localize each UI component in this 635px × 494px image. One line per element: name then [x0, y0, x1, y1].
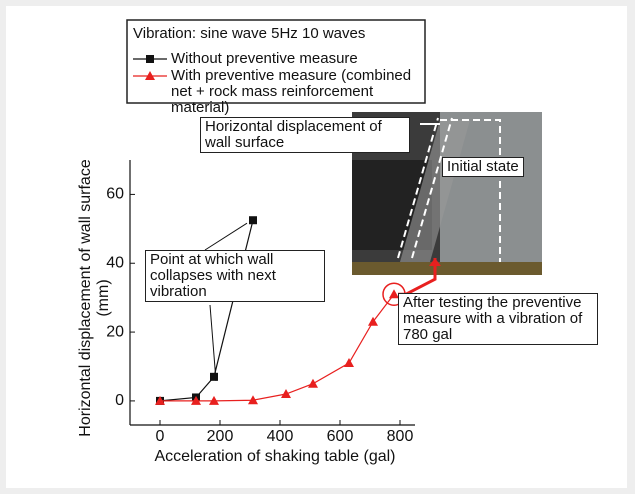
point: [248, 395, 258, 405]
annotation: Point at which wall collapses with next …: [145, 250, 325, 302]
x-tick-label: 800: [387, 428, 414, 445]
y-tick-label: 0: [115, 392, 124, 409]
legend-marker: [145, 71, 155, 80]
x-tick-label: 400: [267, 428, 294, 445]
point: [155, 395, 165, 405]
y-tick-label: 60: [106, 186, 124, 203]
legend-box: [126, 19, 426, 104]
annotation: Initial state: [442, 157, 524, 177]
x-tick-label: 600: [327, 428, 354, 445]
point: [344, 358, 354, 368]
annotation: Horizontal displacement of wall surface: [200, 117, 410, 153]
point: [210, 372, 218, 381]
point: [249, 216, 257, 225]
point: [209, 395, 219, 405]
annotation: After testing the preventive measure wit…: [398, 293, 598, 345]
arrow-head: [429, 258, 441, 266]
legend-label: With preventive measure (combined net + …: [171, 67, 412, 116]
legend-marker: [146, 55, 154, 63]
photo: [352, 112, 542, 275]
x-axis-label: Acceleration of shaking table (gal): [154, 448, 396, 465]
point: [191, 395, 201, 405]
series-line: [160, 293, 395, 402]
y-axis-label: Horizontal displacement of wall surface …: [77, 159, 112, 437]
y-tick-label: 20: [106, 323, 124, 340]
point: [308, 378, 318, 388]
series-line: [159, 220, 254, 402]
point: [281, 389, 291, 399]
point: [389, 289, 399, 299]
leader: [204, 222, 248, 251]
y-tick-label: 40: [106, 254, 124, 271]
x-tick-label: 0: [156, 428, 165, 445]
leader: [209, 304, 217, 381]
point: [368, 316, 378, 326]
legend-title: Vibration: sine wave 5Hz 10 waves: [133, 25, 366, 42]
legend-label: Without preventive measure: [171, 50, 358, 67]
x-tick-label: 200: [207, 428, 234, 445]
